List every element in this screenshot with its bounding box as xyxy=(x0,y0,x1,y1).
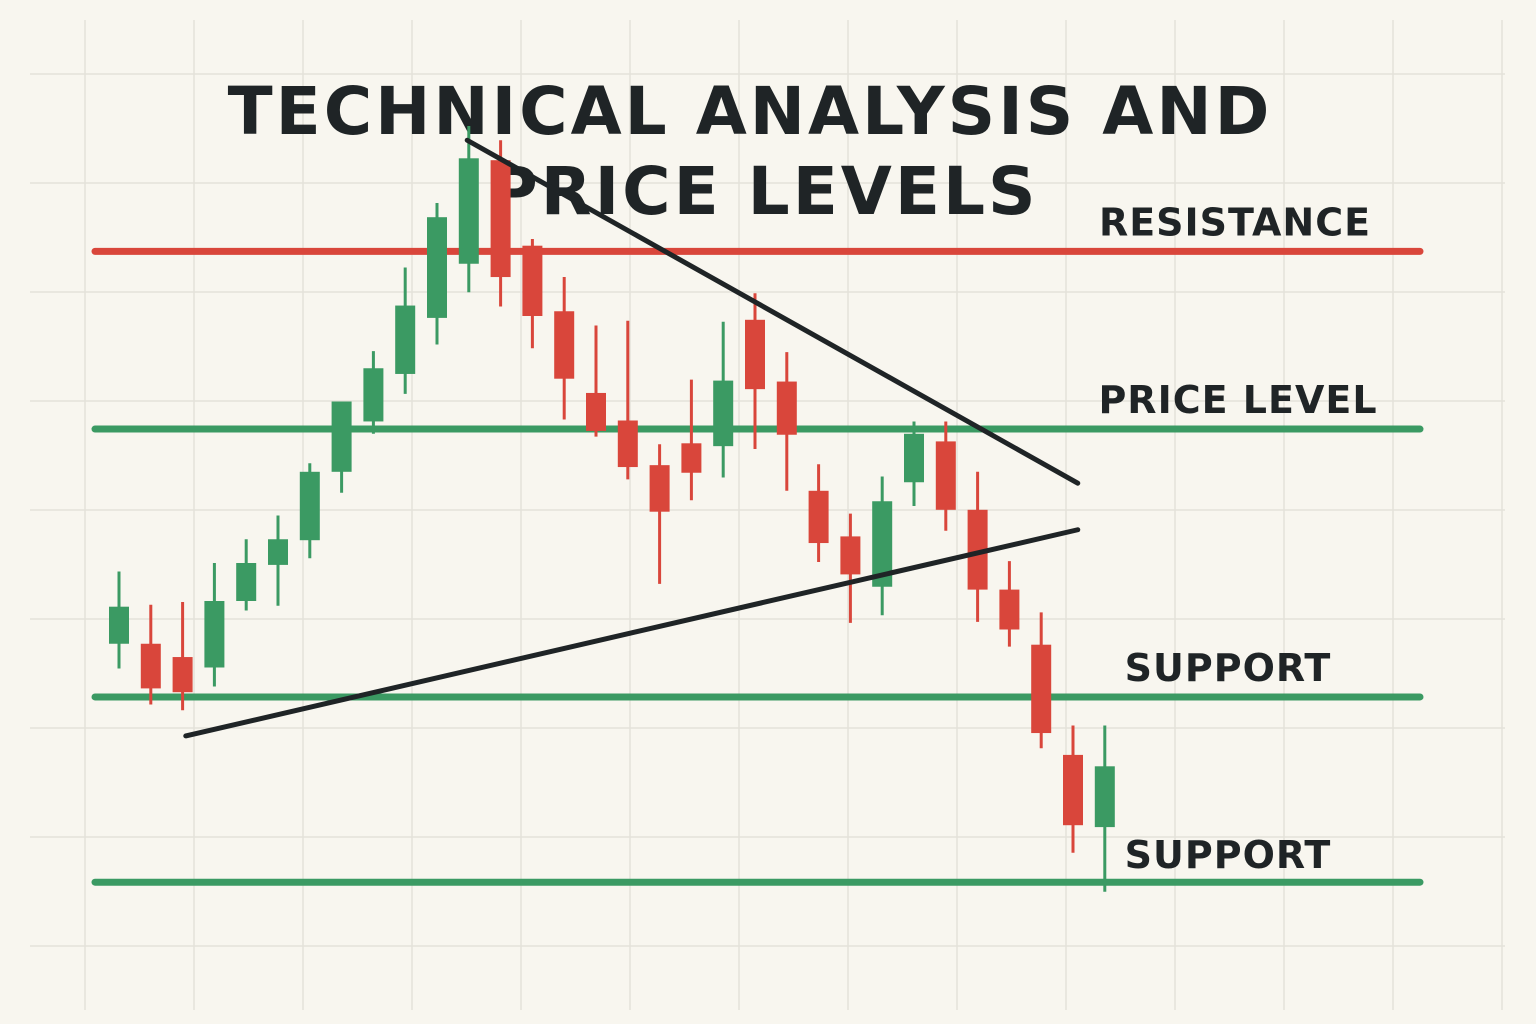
candle-body xyxy=(140,643,161,689)
candle-body xyxy=(872,501,893,587)
candle-down xyxy=(776,352,797,491)
candle-up xyxy=(427,202,447,345)
candle-body xyxy=(999,589,1020,630)
candle-down xyxy=(935,421,956,531)
trendlines xyxy=(183,137,1081,739)
candle-down xyxy=(681,379,702,501)
candle-body xyxy=(268,539,288,565)
candle-up xyxy=(1094,725,1115,892)
candle-body xyxy=(395,305,416,374)
candle-down xyxy=(649,444,670,584)
candle-up xyxy=(236,539,257,611)
level-label-resistance: RESISTANCE xyxy=(1099,200,1371,244)
trendline-lower xyxy=(183,527,1081,739)
candle-body xyxy=(172,657,193,693)
candle-up xyxy=(299,463,320,559)
candle-body xyxy=(681,443,702,473)
level-label-support: SUPPORT xyxy=(1125,646,1332,690)
candle-body xyxy=(522,245,543,316)
candle-down xyxy=(554,277,575,420)
candle-body xyxy=(109,606,129,644)
candle-body xyxy=(808,490,829,544)
candle-body xyxy=(967,509,988,590)
candle-body xyxy=(427,217,447,318)
candle-body xyxy=(617,420,638,468)
candle-body xyxy=(554,311,575,379)
candle-body xyxy=(1063,754,1083,826)
candle-body xyxy=(840,536,861,575)
candle-body xyxy=(1031,644,1052,734)
level-label-price-level: PRICE LEVEL xyxy=(1098,378,1377,422)
candle-down xyxy=(586,325,606,437)
chart-title-line-2: PRICE LEVELS xyxy=(489,153,1038,230)
candle-body xyxy=(649,465,670,512)
candle-body xyxy=(299,471,320,541)
candle-down xyxy=(967,471,988,622)
candle-down xyxy=(140,604,161,705)
candle-body xyxy=(776,381,797,435)
candle-body xyxy=(745,319,765,390)
candle-up xyxy=(331,401,352,493)
candle-up xyxy=(458,126,479,293)
candle-body xyxy=(713,380,734,447)
candle-up xyxy=(395,267,416,394)
candle-up xyxy=(872,476,893,616)
candle-body xyxy=(586,392,606,431)
chart-title-line-1: TECHNICAL ANALYSIS AND xyxy=(228,73,1273,150)
candle-down xyxy=(522,239,543,349)
candle-body xyxy=(204,601,225,668)
candle-up xyxy=(904,421,924,506)
candle-body xyxy=(935,441,956,510)
candle-up xyxy=(268,515,288,606)
candle-down xyxy=(745,293,765,449)
candle-up xyxy=(713,321,734,478)
candle-body xyxy=(1094,766,1115,828)
candle-up xyxy=(363,351,384,434)
candle-down xyxy=(1031,612,1052,749)
candles xyxy=(109,126,1115,892)
candle-down xyxy=(617,320,638,480)
candle-down xyxy=(172,601,193,711)
candle-down xyxy=(490,140,511,307)
candle-down xyxy=(1063,725,1083,853)
grid xyxy=(30,20,1505,1010)
candle-body xyxy=(904,433,924,483)
candle-body xyxy=(490,160,511,278)
level-labels: RESISTANCE PRICE LEVEL SUPPORT SUPPORT xyxy=(1098,200,1377,877)
candle-body xyxy=(363,368,384,422)
candle-down xyxy=(999,561,1020,647)
trendline-upper xyxy=(464,137,1081,486)
price-levels xyxy=(91,247,1424,886)
candle-body xyxy=(236,563,257,601)
candle-down xyxy=(808,464,829,563)
level-label-support: SUPPORT xyxy=(1125,833,1332,877)
candle-up xyxy=(109,571,129,669)
candle-body xyxy=(331,401,352,472)
candle-up xyxy=(204,563,225,687)
candle-down xyxy=(840,513,861,623)
candle-body xyxy=(458,158,479,264)
